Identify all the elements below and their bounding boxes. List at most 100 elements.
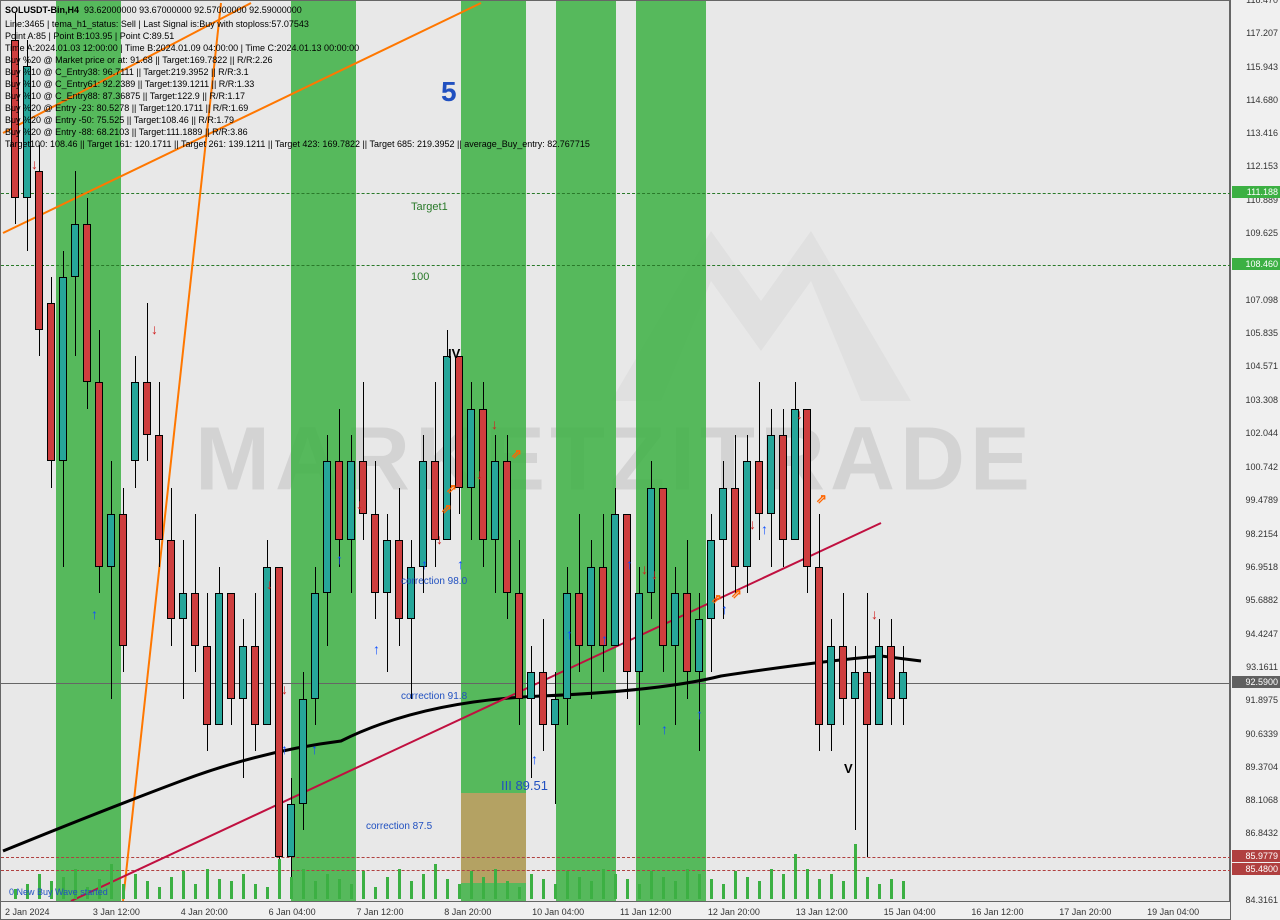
candle-body[interactable] <box>719 488 727 541</box>
candle-body[interactable] <box>299 699 307 804</box>
candle-body[interactable] <box>635 593 643 672</box>
candle-body[interactable] <box>659 488 667 646</box>
horizontal-line <box>1 193 1231 194</box>
price-label: 108.460 <box>1232 258 1280 270</box>
candle-body[interactable] <box>191 593 199 646</box>
candle-body[interactable] <box>83 224 91 382</box>
candle-body[interactable] <box>155 435 163 540</box>
y-tick-label: 117.207 <box>1246 28 1278 38</box>
candle-body[interactable] <box>419 461 427 566</box>
volume-bar <box>902 881 905 899</box>
volume-bar <box>458 884 461 899</box>
candle-body[interactable] <box>215 593 223 725</box>
chart-area[interactable]: MARKETZITRADE ↑↑↑↑↑↑↑↑↑↑↑↑↑↑↑↓↓↓↓↓↓↓↓↓↓↓… <box>0 0 1230 920</box>
candle-body[interactable] <box>491 461 499 540</box>
info-line: Buy %20 @ Entry -50: 75.525 || Target:10… <box>5 115 234 125</box>
volume-bar <box>830 874 833 899</box>
candle-body[interactable] <box>203 646 211 725</box>
candle-body[interactable] <box>731 488 739 567</box>
candle-body[interactable] <box>803 409 811 567</box>
candle-body[interactable] <box>515 593 523 698</box>
candle-body[interactable] <box>671 593 679 646</box>
volume-bar <box>338 879 341 899</box>
candle-body[interactable] <box>863 672 871 725</box>
candle-body[interactable] <box>407 567 415 620</box>
volume-bar <box>230 881 233 899</box>
candle-body[interactable] <box>527 672 535 698</box>
price-label: 92.5900 <box>1232 676 1280 688</box>
arrow-down-icon: ↓ <box>651 566 658 582</box>
info-line: Line:3465 | tema_h1_status: Sell | Last … <box>5 19 309 29</box>
candle-body[interactable] <box>431 461 439 540</box>
candle-body[interactable] <box>851 672 859 698</box>
candle-body[interactable] <box>767 435 775 514</box>
candle-body[interactable] <box>791 409 799 541</box>
y-tick-label: 104.571 <box>1245 361 1278 371</box>
candle-body[interactable] <box>59 277 67 461</box>
arrow-outlined-icon: ⇗ <box>731 586 742 602</box>
volume-bar <box>770 869 773 899</box>
candle-body[interactable] <box>119 514 127 646</box>
candle-body[interactable] <box>707 540 715 619</box>
candle-body[interactable] <box>623 514 631 672</box>
candle-body[interactable] <box>287 804 295 857</box>
candle-wick <box>555 672 556 804</box>
volume-bar <box>674 881 677 899</box>
candle-body[interactable] <box>227 593 235 698</box>
candle-body[interactable] <box>347 461 355 540</box>
volume-bar <box>170 877 173 899</box>
watermark-logo <box>561 151 961 451</box>
candle-body[interactable] <box>239 646 247 699</box>
volume-bar <box>518 887 521 899</box>
candle-body[interactable] <box>611 514 619 646</box>
candle-body[interactable] <box>779 435 787 540</box>
arrow-up-icon: ↑ <box>531 751 538 767</box>
candle-body[interactable] <box>575 593 583 646</box>
arrow-up-icon: ↑ <box>601 631 608 647</box>
info-line: Buy %10 @ C_Entry61: 92.2389 || Target:1… <box>5 79 254 89</box>
candle-body[interactable] <box>875 646 883 725</box>
candle-body[interactable] <box>755 461 763 514</box>
price-label: 85.9779 <box>1232 850 1280 862</box>
candle-body[interactable] <box>455 356 463 488</box>
candle-body[interactable] <box>539 672 547 725</box>
candle-body[interactable] <box>143 382 151 435</box>
candle-body[interactable] <box>587 567 595 646</box>
candle-body[interactable] <box>887 646 895 699</box>
y-tick-label: 103.308 <box>1245 395 1278 405</box>
volume-bar <box>278 859 281 899</box>
volume-bar <box>626 879 629 899</box>
candle-body[interactable] <box>467 409 475 488</box>
candle-body[interactable] <box>95 382 103 566</box>
candle-body[interactable] <box>323 461 331 593</box>
candle-body[interactable] <box>131 382 139 461</box>
candle-body[interactable] <box>167 540 175 619</box>
candle-body[interactable] <box>371 514 379 593</box>
candle-body[interactable] <box>815 567 823 725</box>
candle-body[interactable] <box>107 514 115 567</box>
candle-body[interactable] <box>383 540 391 593</box>
candle-body[interactable] <box>47 303 55 461</box>
candle-body[interactable] <box>311 593 319 698</box>
volume-bar <box>578 877 581 899</box>
x-tick-label: 6 Jan 04:00 <box>269 907 316 917</box>
candle-body[interactable] <box>695 619 703 672</box>
candle-body[interactable] <box>503 461 511 593</box>
candle-body[interactable] <box>683 593 691 672</box>
candle-body[interactable] <box>743 461 751 566</box>
x-tick-label: 2 Jan 2024 <box>5 907 50 917</box>
candle-body[interactable] <box>275 567 283 857</box>
candle-body[interactable] <box>35 171 43 329</box>
candle-body[interactable] <box>551 699 559 725</box>
candle-body[interactable] <box>899 672 907 698</box>
y-tick-label: 99.4789 <box>1245 495 1278 505</box>
volume-bar <box>614 874 617 899</box>
candle-body[interactable] <box>335 461 343 540</box>
candle-body[interactable] <box>71 224 79 277</box>
candle-body[interactable] <box>827 646 835 725</box>
candle-body[interactable] <box>251 646 259 725</box>
candle-body[interactable] <box>839 646 847 699</box>
candle-body[interactable] <box>179 593 187 619</box>
candle-wick <box>411 540 412 698</box>
candle-body[interactable] <box>563 593 571 698</box>
